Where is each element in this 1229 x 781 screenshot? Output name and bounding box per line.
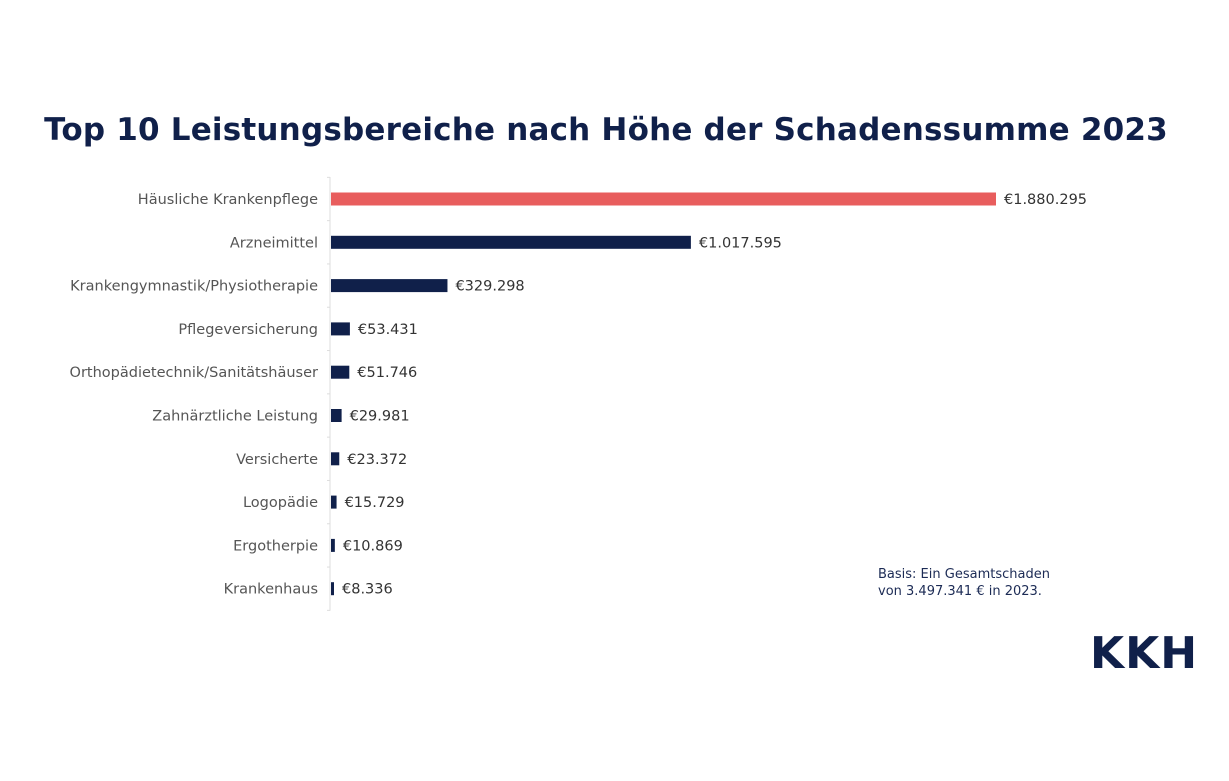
- value-label: €1.880.295: [1004, 192, 1087, 208]
- value-label: €53.431: [358, 322, 418, 338]
- category-label: Logopädie: [243, 495, 318, 511]
- bar-0: [331, 192, 996, 206]
- bar-7: [331, 495, 337, 509]
- category-label: Orthopädietechnik/Sanitätshäuser: [70, 365, 318, 381]
- category-label: Ergotherpie: [233, 538, 318, 554]
- bar-5: [331, 409, 342, 422]
- kkh-logo: KKH: [1090, 628, 1199, 679]
- chart-title: Top 10 Leistungsbereiche nach Höhe der S…: [44, 112, 1168, 148]
- basis-note: Basis: Ein Gesamtschaden von 3.497.341 €…: [878, 566, 1050, 600]
- value-label: €15.729: [345, 495, 405, 511]
- value-label: €23.372: [347, 452, 407, 468]
- bar-9: [331, 582, 334, 596]
- value-label: €8.336: [342, 582, 393, 598]
- bar-2: [331, 279, 448, 293]
- category-label: Krankengymnastik/Physiotherapie: [70, 279, 318, 295]
- bar-3: [331, 322, 350, 336]
- value-label: €51.746: [357, 365, 417, 381]
- category-label: Zahnärztliche Leistung: [152, 409, 318, 425]
- category-label: Versicherte: [236, 452, 318, 468]
- category-label: Pflegeversicherung: [178, 322, 318, 338]
- category-label: Krankenhaus: [224, 582, 318, 598]
- bar-1: [331, 235, 691, 249]
- value-label: €1.017.595: [699, 235, 782, 251]
- bar-6: [331, 452, 340, 466]
- value-label: €10.869: [343, 538, 403, 554]
- value-label: €329.298: [455, 279, 524, 295]
- category-label: Arzneimittel: [230, 235, 318, 251]
- bar-8: [331, 538, 335, 552]
- basis-note-line-2: von 3.497.341 € in 2023.: [878, 584, 1042, 599]
- value-label: €29.981: [350, 409, 410, 425]
- basis-note-line-1: Basis: Ein Gesamtschaden: [878, 567, 1050, 582]
- category-label: Häusliche Krankenpflege: [138, 192, 318, 208]
- bar-4: [331, 365, 350, 379]
